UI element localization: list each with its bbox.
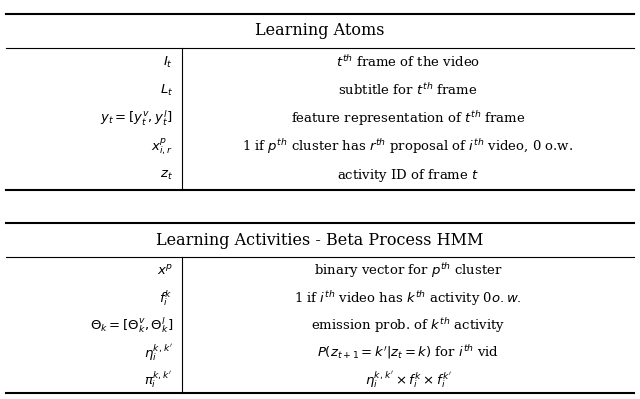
Text: $\pi_i^{k,k'}$: $\pi_i^{k,k'}$ (145, 369, 173, 390)
Text: Learning Atoms: Learning Atoms (255, 22, 385, 40)
Text: feature representation of $t^{th}$ frame: feature representation of $t^{th}$ frame (291, 109, 525, 128)
Text: $\eta_i^{k,k'}$: $\eta_i^{k,k'}$ (144, 342, 173, 363)
Text: $x^p$: $x^p$ (157, 264, 173, 278)
Text: Learning Activities - Beta Process HMM: Learning Activities - Beta Process HMM (156, 232, 484, 249)
Text: 1 if $p^{th}$ cluster has $r^{th}$ proposal of $i^{th}$ video, 0 o.w.: 1 if $p^{th}$ cluster has $r^{th}$ propo… (243, 138, 573, 156)
Text: binary vector for $p^{th}$ cluster: binary vector for $p^{th}$ cluster (314, 261, 502, 280)
Text: subtitle for $t^{th}$ frame: subtitle for $t^{th}$ frame (339, 83, 477, 98)
Text: $P(z_{t+1} = k'|z_t = k)$ for $i^{th}$ vid: $P(z_{t+1} = k'|z_t = k)$ for $i^{th}$ v… (317, 344, 499, 361)
Text: activity ID of frame $t$: activity ID of frame $t$ (337, 167, 479, 184)
Text: $z_t$: $z_t$ (160, 169, 173, 182)
Text: emission prob. of $k^{th}$ activity: emission prob. of $k^{th}$ activity (311, 316, 505, 335)
Text: $y_t = [y_t^v, y_t^l]$: $y_t = [y_t^v, y_t^l]$ (100, 109, 173, 128)
Text: 1 if $i^{th}$ video has $k^{th}$ activity 0$o.w.$: 1 if $i^{th}$ video has $k^{th}$ activit… (294, 288, 522, 308)
Text: $f_i^k$: $f_i^k$ (159, 288, 173, 308)
Text: $x_{i,r}^p$: $x_{i,r}^p$ (151, 136, 173, 158)
Text: $L_t$: $L_t$ (159, 83, 173, 98)
Text: $t^{th}$ frame of the video: $t^{th}$ frame of the video (336, 54, 480, 70)
Text: $\eta_i^{k,k'} \times f_i^k \times f_i^{k'}$: $\eta_i^{k,k'} \times f_i^k \times f_i^{… (365, 369, 451, 390)
Text: $\Theta_k = [\Theta_k^v, \Theta_k^l]$: $\Theta_k = [\Theta_k^v, \Theta_k^l]$ (90, 315, 173, 335)
Text: $I_t$: $I_t$ (163, 55, 173, 69)
